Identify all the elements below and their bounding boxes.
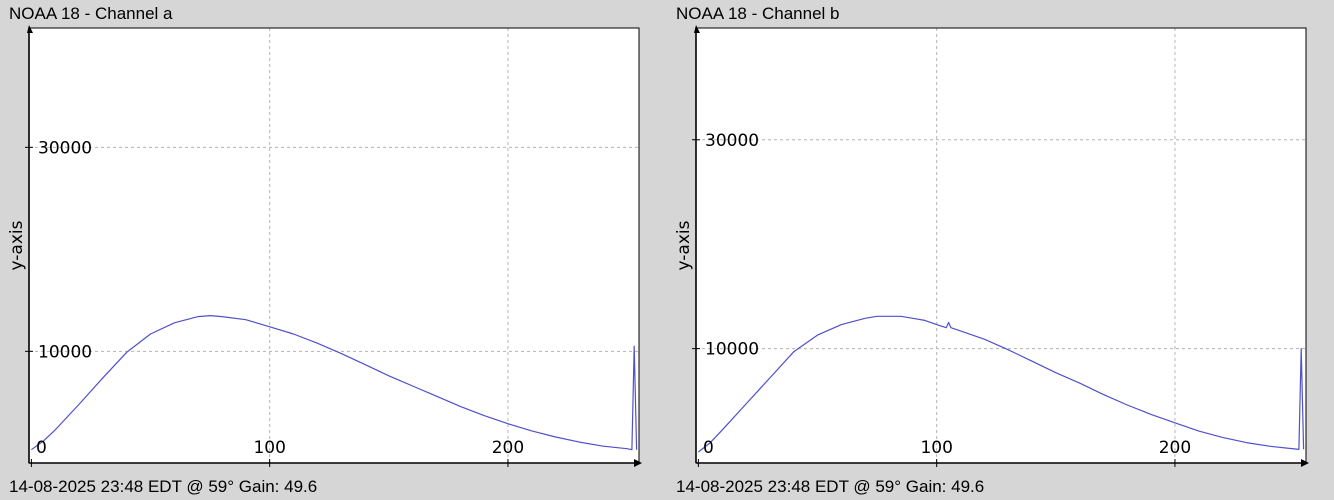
channel-a-plot: 0 100 200 10000 30000 y-axis (7, 25, 642, 467)
channel-b-plot: 0 100 200 10000 30000 y-axis (674, 25, 1309, 467)
channel-b-title: NOAA 18 - Channel b (676, 4, 840, 23)
x-tick-label: 100 (253, 438, 285, 458)
x-tick-label: 0 (36, 438, 47, 458)
channel-b-footer: 14-08-2025 23:48 EDT @ 59° Gain: 49.6 (676, 477, 985, 496)
channel-a-panel: 0 100 200 10000 30000 y-axis NOAA 18 - Channe… (7, 4, 642, 496)
y-axis-arrow (27, 25, 33, 33)
y-tick-label: 30000 (38, 138, 92, 158)
y-tick-label: 10000 (705, 340, 759, 360)
plot-area (696, 28, 1306, 463)
x-axis-arrow (1301, 459, 1309, 467)
channel-a-footer: 14-08-2025 23:48 EDT @ 59° Gain: 49.6 (9, 477, 318, 496)
channel-a-title: NOAA 18 - Channel a (9, 4, 173, 23)
x-tick-label: 200 (1159, 438, 1191, 458)
x-tick-label: 100 (920, 438, 952, 458)
x-axis-arrow (634, 459, 642, 467)
y-axis-title: y-axis (7, 220, 27, 270)
y-tick-label: 10000 (38, 342, 92, 362)
channel-b-panel: 0 100 200 10000 30000 y-axis NOAA 18 - Channe… (667, 0, 1334, 500)
x-tick-label: 0 (703, 438, 714, 458)
y-axis-arrow (694, 25, 700, 33)
data-line (31, 315, 638, 451)
x-tick-label: 200 (492, 438, 524, 458)
y-tick-label: 30000 (705, 131, 759, 151)
data-line (698, 315, 1305, 453)
plot-area (29, 28, 639, 463)
y-axis-title: y-axis (674, 220, 694, 270)
